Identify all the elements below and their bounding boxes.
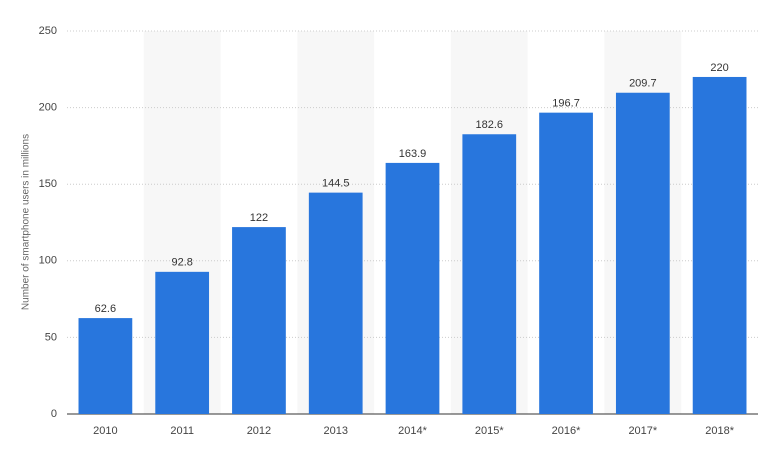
x-tick-label: 2011 bbox=[170, 425, 194, 437]
bar bbox=[385, 162, 440, 414]
x-tick-label: 2013 bbox=[323, 425, 347, 437]
bar bbox=[232, 227, 286, 414]
x-tick-label: 2012 bbox=[247, 425, 271, 437]
bar bbox=[155, 271, 210, 414]
data-label: 196.7 bbox=[552, 98, 580, 110]
x-tick-label: 2010 bbox=[93, 425, 117, 437]
bar bbox=[539, 112, 593, 414]
y-tick-label: 0 bbox=[51, 408, 57, 420]
x-tick-label: 2015* bbox=[475, 425, 504, 437]
y-tick-label: 200 bbox=[39, 102, 57, 114]
data-label: 92.8 bbox=[171, 257, 192, 269]
y-tick-label: 150 bbox=[39, 178, 57, 190]
x-tick-label: 2014* bbox=[398, 425, 427, 437]
bar bbox=[615, 92, 670, 415]
data-label: 62.6 bbox=[95, 303, 116, 315]
data-label: 163.9 bbox=[399, 148, 427, 160]
data-label: 144.5 bbox=[322, 178, 350, 190]
y-tick-label: 250 bbox=[39, 25, 57, 37]
data-label: 182.6 bbox=[476, 119, 504, 131]
data-label: 209.7 bbox=[629, 78, 657, 90]
x-tick-label: 2018* bbox=[705, 425, 734, 437]
bar bbox=[78, 318, 133, 414]
data-label: 220 bbox=[710, 62, 728, 74]
y-tick-label: 100 bbox=[39, 255, 57, 267]
bar bbox=[462, 134, 517, 414]
x-tick-label: 2017* bbox=[628, 425, 657, 437]
x-tick-label: 2016* bbox=[552, 425, 581, 437]
y-axis-label: Number of smartphone users in millions bbox=[21, 134, 32, 310]
y-tick-label: 50 bbox=[45, 331, 57, 343]
bar bbox=[308, 192, 363, 414]
data-label: 122 bbox=[250, 212, 268, 224]
bar bbox=[692, 76, 747, 415]
